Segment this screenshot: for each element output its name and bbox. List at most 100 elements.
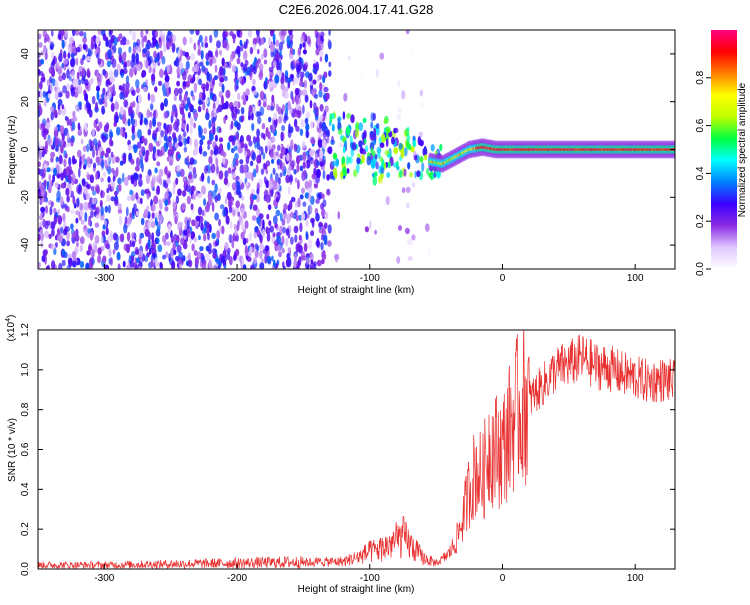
heatmap-cell	[213, 75, 218, 81]
heatmap-cell	[193, 82, 198, 93]
heatmap-cell	[396, 165, 400, 171]
heatmap-cell	[192, 74, 196, 83]
heatmap-cell	[222, 39, 228, 48]
heatmap-cell	[45, 196, 48, 203]
heatmap-cell	[373, 171, 378, 177]
heatmap-cell	[197, 105, 202, 113]
heatmap-cell	[173, 206, 177, 217]
heatmap-cell	[207, 144, 211, 150]
heatmap-cell	[397, 79, 401, 88]
heatmap-cell	[67, 46, 71, 53]
heatmap-cell	[39, 211, 43, 218]
heatmap-cell	[256, 34, 261, 44]
heatmap-cell	[128, 106, 133, 115]
heatmap-cell	[39, 70, 44, 77]
heatmap-cell	[385, 138, 389, 148]
snr-plot-area	[38, 330, 675, 569]
heatmap-cell	[117, 263, 121, 269]
heatmap-cell	[161, 235, 167, 243]
heatmap-cell	[392, 162, 398, 168]
heatmap-cell	[150, 93, 155, 104]
heatmap-cell	[163, 98, 168, 107]
heatmap-cell	[424, 223, 430, 232]
heatmap-cell	[58, 52, 63, 63]
heatmap-cell	[145, 43, 151, 50]
heatmap-cell	[107, 49, 112, 59]
heatmap-cell	[211, 179, 216, 186]
heatmap-cell	[97, 254, 102, 264]
heatmap-cell	[230, 147, 235, 154]
heatmap-cell	[424, 153, 428, 161]
heatmap-cell	[172, 132, 176, 139]
heatmap-cell	[100, 206, 104, 216]
heatmap-cell	[268, 80, 274, 88]
heatmap-cell	[310, 259, 314, 265]
heatmap-cell	[87, 183, 92, 190]
heatmap-cell	[51, 260, 56, 269]
heatmap-cell	[48, 174, 51, 182]
heatmap-cell	[409, 171, 413, 178]
heatmap-cell	[214, 212, 220, 221]
heatmap-cell	[178, 134, 182, 143]
heatmap-cell	[137, 129, 142, 139]
heatmap-cell	[74, 30, 80, 36]
heatmap-cell	[414, 170, 417, 179]
heatmap-cell	[166, 64, 170, 74]
heatmap-cell	[167, 148, 172, 157]
heatmap-cell	[41, 173, 46, 179]
heatmap-cell	[262, 101, 267, 108]
heatmap-cell	[140, 217, 145, 226]
heatmap-cell	[232, 36, 236, 44]
heatmap-cell	[193, 122, 197, 129]
heatmap-cell	[85, 262, 90, 269]
heatmap-cell	[73, 203, 77, 209]
heatmap-cell	[281, 124, 285, 132]
heatmap-cell	[379, 156, 384, 163]
heatmap-cell	[324, 222, 328, 229]
heatmap-cell	[63, 228, 68, 236]
heatmap-cell	[236, 224, 240, 232]
heatmap-cell	[182, 71, 187, 81]
heatmap-cell	[271, 144, 276, 150]
heatmap-cell	[117, 203, 122, 211]
heatmap-cell	[317, 139, 323, 148]
heatmap-cell	[60, 144, 64, 154]
heatmap-cell	[202, 101, 206, 111]
heatmap-cell	[298, 81, 304, 87]
heatmap-cell	[64, 115, 68, 121]
heatmap-cell	[272, 33, 276, 42]
heatmap-cell	[71, 251, 77, 259]
heatmap-cell	[263, 176, 267, 184]
svg-text:(x104): (x104)	[5, 315, 17, 342]
heatmap-cell	[304, 242, 308, 252]
heatmap-cell	[219, 77, 225, 83]
heatmap-cell	[65, 90, 70, 99]
heatmap-cell	[49, 76, 53, 84]
x-tick-label: -300	[94, 273, 114, 284]
heatmap-cell	[112, 249, 116, 255]
heatmap-cell	[252, 90, 258, 96]
heatmap-cell	[53, 168, 57, 175]
heatmap-cell	[150, 103, 154, 111]
heatmap-cell	[207, 175, 211, 184]
heatmap-cell	[170, 114, 174, 124]
heatmap-cell	[219, 204, 225, 210]
heatmap-cell	[146, 193, 150, 200]
heatmap-cell	[102, 224, 106, 230]
heatmap-cell	[320, 202, 325, 210]
heatmap-cell	[177, 221, 183, 231]
heatmap-cell	[76, 241, 79, 248]
heatmap-cell	[263, 59, 268, 65]
heatmap-cell	[203, 259, 207, 266]
heatmap-cell	[106, 164, 110, 170]
heatmap-cell	[81, 155, 85, 165]
heatmap-cell	[430, 144, 435, 152]
heatmap-cell	[227, 141, 231, 151]
heatmap-cell	[283, 91, 289, 99]
heatmap-cell	[310, 230, 315, 237]
heatmap-cell	[222, 102, 228, 110]
heatmap-cell	[174, 118, 180, 127]
heatmap-cell	[275, 172, 279, 183]
heatmap-cell	[236, 45, 241, 55]
heatmap-cell	[83, 224, 87, 231]
